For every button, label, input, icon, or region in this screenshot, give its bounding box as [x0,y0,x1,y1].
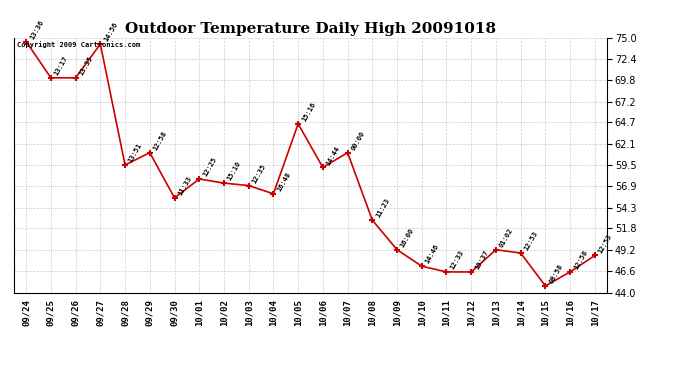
Text: 15:16: 15:16 [301,101,317,123]
Text: 12:25: 12:25 [201,156,217,178]
Text: 01:02: 01:02 [498,227,514,249]
Text: 14:56: 14:56 [103,21,119,43]
Text: 08:58: 08:58 [548,263,564,285]
Text: 11:33: 11:33 [177,175,193,196]
Title: Outdoor Temperature Daily High 20091018: Outdoor Temperature Daily High 20091018 [125,22,496,36]
Text: 13:17: 13:17 [53,55,69,76]
Text: 13:36: 13:36 [29,19,44,40]
Text: 12:58: 12:58 [152,130,168,152]
Text: Copyright 2009 Cartronics.com: Copyright 2009 Cartronics.com [17,41,140,48]
Text: 15:10: 15:10 [226,160,242,182]
Text: 10:37: 10:37 [474,249,489,271]
Text: 16:00: 16:00 [400,227,415,249]
Text: 12:58: 12:58 [573,249,589,271]
Text: 13:35: 13:35 [78,55,94,76]
Text: 14:46: 14:46 [424,243,440,265]
Text: 16:48: 16:48 [276,171,292,192]
Text: 12:53: 12:53 [523,230,539,252]
Text: 00:00: 00:00 [350,130,366,152]
Text: 11:23: 11:23 [375,198,391,219]
Text: 12:33: 12:33 [449,249,465,271]
Text: 12:35: 12:35 [251,163,267,184]
Text: 13:51: 13:51 [128,142,144,164]
Text: 12:53: 12:53 [598,233,613,254]
Text: 14:44: 14:44 [326,145,341,166]
